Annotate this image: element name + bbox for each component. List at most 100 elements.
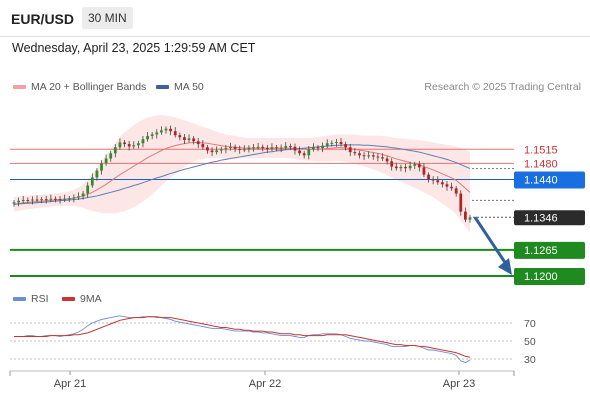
candle-body <box>279 147 283 149</box>
candle-body <box>307 149 311 156</box>
candle-body <box>247 147 251 150</box>
candle-body <box>54 198 57 200</box>
candle-body <box>77 196 80 198</box>
candle-body <box>284 146 288 148</box>
candle-body <box>238 148 242 150</box>
candle-body <box>72 197 76 199</box>
level-label-1.1480: 1.1480 <box>524 158 558 170</box>
level-tag-1.1200 <box>514 267 585 285</box>
candle-body <box>113 147 117 154</box>
candle-body <box>431 179 435 181</box>
candle-body <box>44 199 48 201</box>
candle-body <box>164 128 168 131</box>
candle-body <box>136 143 140 146</box>
candle-body <box>325 143 329 146</box>
candle-body <box>63 198 67 200</box>
candle-body <box>298 150 301 154</box>
candle-body <box>440 182 444 185</box>
x-tick-Apr-21: Apr 21 <box>54 378 86 390</box>
chart-header: EUR/USD 30 MIN <box>0 0 590 37</box>
candle-body <box>49 198 53 200</box>
rsi-ma-swatch <box>62 297 75 302</box>
candle-body <box>371 155 375 157</box>
candle-body <box>127 144 131 147</box>
legend-ma20-label: MA 20 + Bollinger Bands <box>31 81 147 93</box>
candle-body <box>12 202 16 204</box>
candle-body <box>86 185 90 194</box>
candle-body <box>404 166 407 169</box>
symbol-title: EUR/USD <box>11 11 75 27</box>
candle-body <box>302 153 306 156</box>
candle-body <box>353 152 357 154</box>
candle-body <box>201 144 205 148</box>
timeframe-badge[interactable]: 30 MIN <box>82 7 133 29</box>
candle-body <box>141 139 145 144</box>
candle-body <box>196 141 200 145</box>
level-tag-1.1440 <box>514 171 585 189</box>
level-tag-1.1265 <box>514 241 585 259</box>
datetime-label: Wednesday, April 23, 2025 1:29:59 AM CET <box>12 41 256 55</box>
candle-body <box>132 145 136 147</box>
ma50-swatch <box>156 85 169 90</box>
candle-body <box>219 149 223 151</box>
legend-ma50-label: MA 50 <box>174 81 204 93</box>
candles <box>12 125 472 223</box>
candle-body <box>381 157 384 159</box>
candle-body <box>390 161 394 167</box>
candle-body <box>210 150 214 153</box>
candle-body <box>252 147 255 149</box>
x-tick-Apr-23: Apr 23 <box>443 378 475 390</box>
rsi-tick-70: 70 <box>524 318 536 330</box>
candle-body <box>335 142 338 144</box>
ma20-line <box>13 141 471 205</box>
legend-rsi-label: RSI <box>31 293 49 305</box>
candle-body <box>427 174 430 180</box>
candle-body <box>40 199 44 201</box>
candle-body <box>31 199 34 201</box>
candle-body <box>169 128 172 132</box>
candle-body <box>118 142 122 148</box>
candle-body <box>362 155 366 157</box>
level-label-1.1440: 1.1440 <box>524 174 558 186</box>
candle-body <box>293 146 297 151</box>
candle-body <box>233 146 237 149</box>
candle-body <box>155 132 159 135</box>
ma50-line <box>13 144 471 205</box>
candle-body <box>26 199 30 201</box>
candle-body <box>436 180 440 183</box>
rsi-tick-30: 30 <box>524 354 536 366</box>
candle-body <box>150 134 154 137</box>
candle-body <box>67 198 71 200</box>
candle-body <box>178 135 182 138</box>
candle-body <box>270 147 274 149</box>
candle-body <box>408 165 412 169</box>
candle-body <box>100 163 103 171</box>
candle-body <box>192 138 196 142</box>
candle-body <box>160 130 163 133</box>
candle-body <box>21 199 25 201</box>
candle-body <box>330 142 334 144</box>
candle-body <box>312 147 315 150</box>
bollinger-band-fill <box>14 115 470 233</box>
candle-body <box>95 170 99 178</box>
candle-body <box>344 144 348 148</box>
legend-ma50: MA 50 <box>156 81 204 93</box>
candle-body <box>17 200 20 203</box>
candle-body <box>321 145 324 149</box>
candle-body <box>104 158 108 164</box>
legend-rsi: RSI <box>13 293 49 305</box>
legend-ma20-bb: MA 20 + Bollinger Bands <box>13 81 146 93</box>
candle-body <box>459 193 463 212</box>
candle-body <box>224 148 228 150</box>
candle-body <box>35 199 39 201</box>
candle-body <box>229 146 232 149</box>
candle-body <box>413 164 417 166</box>
candle-body <box>422 167 426 175</box>
candle-body <box>183 137 186 141</box>
candle-body <box>206 147 209 151</box>
level-label-1.1265: 1.1265 <box>524 245 558 257</box>
candle-body <box>256 146 260 148</box>
candle-body <box>265 148 269 150</box>
candle-body <box>90 177 94 186</box>
